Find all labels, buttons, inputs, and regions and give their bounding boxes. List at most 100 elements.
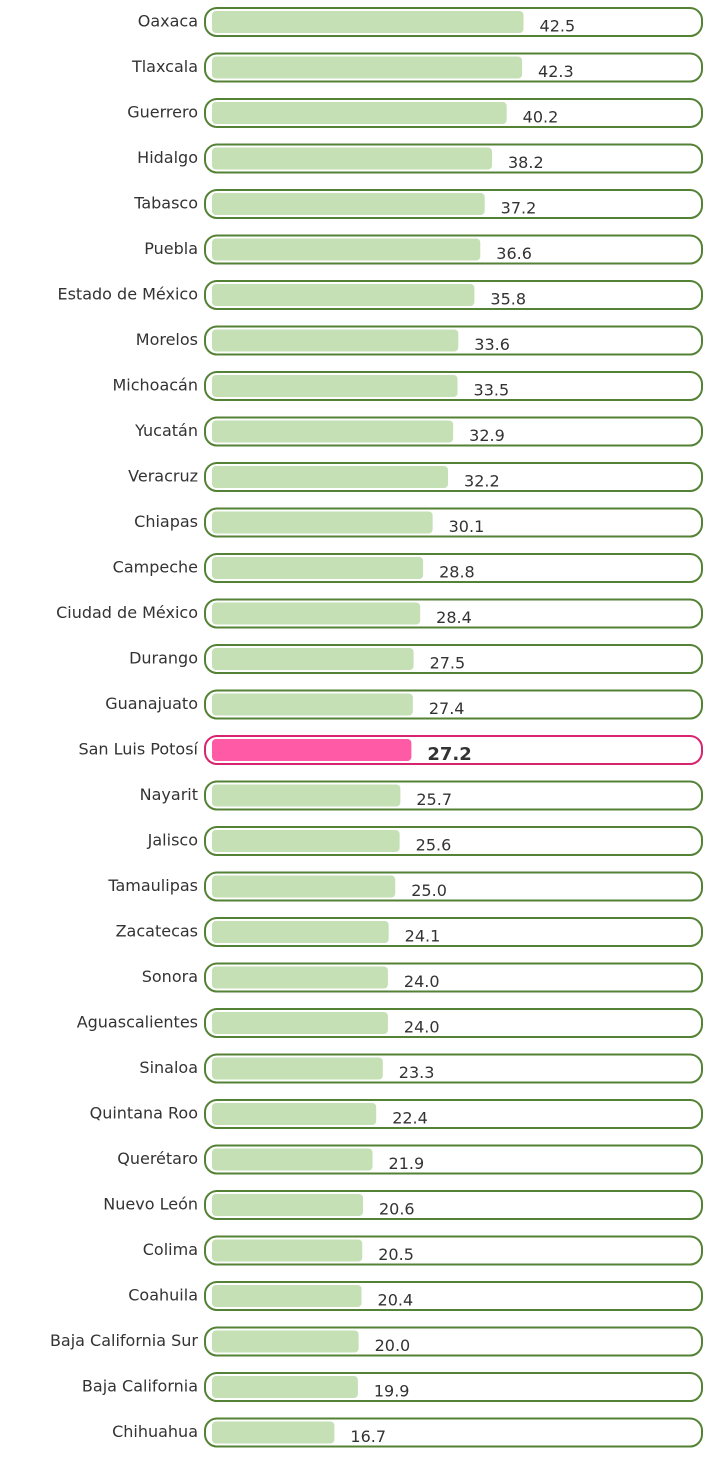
value-label: 42.3 — [538, 62, 574, 81]
bar — [212, 1057, 383, 1080]
value-label: 25.0 — [411, 881, 447, 900]
value-label: 36.6 — [496, 244, 532, 263]
bar-track — [204, 280, 703, 310]
category-label: Baja California Sur — [50, 1331, 198, 1350]
bar — [212, 1285, 362, 1307]
bar — [212, 648, 414, 670]
bar-track — [204, 52, 703, 83]
bar-track — [204, 826, 703, 856]
bar — [212, 56, 523, 79]
bar — [212, 830, 400, 852]
bar-track — [204, 462, 703, 492]
bar-track — [204, 598, 703, 629]
bar-track — [204, 962, 703, 993]
bar — [212, 875, 396, 898]
bar — [212, 1376, 358, 1398]
value-label: 32.2 — [464, 472, 500, 491]
bar — [212, 1330, 359, 1353]
bar — [212, 1103, 377, 1125]
category-label: Hidalgo — [137, 148, 198, 167]
value-label: 24.0 — [404, 972, 440, 991]
bar-track — [204, 644, 703, 674]
value-label: 22.4 — [392, 1109, 428, 1128]
value-label: 25.7 — [416, 790, 452, 809]
bar-track — [204, 917, 703, 947]
bar-track — [204, 1417, 703, 1448]
bar — [212, 238, 481, 261]
value-label: 33.6 — [474, 335, 510, 354]
value-label: 32.9 — [469, 426, 505, 445]
value-label: 21.9 — [389, 1154, 425, 1173]
category-label: Chihuahua — [112, 1422, 198, 1441]
bar-track — [204, 98, 703, 128]
category-label: Coahuila — [128, 1286, 198, 1305]
bar-track — [204, 1099, 703, 1129]
bar — [212, 11, 524, 33]
category-label: Jalisco — [147, 831, 198, 850]
bar-track — [204, 325, 703, 356]
bar — [212, 966, 388, 989]
bar — [212, 693, 413, 716]
category-label: Nuevo León — [103, 1195, 198, 1214]
category-label: Guerrero — [127, 103, 198, 122]
value-label: 20.4 — [378, 1291, 414, 1310]
bar-track — [204, 871, 703, 902]
bar-track — [204, 1053, 703, 1084]
bar-track — [204, 735, 703, 765]
bar — [212, 329, 459, 352]
category-label: Ciudad de México — [56, 603, 198, 622]
bar-track — [204, 780, 703, 811]
bar — [212, 511, 433, 534]
category-label: Sinaloa — [139, 1058, 198, 1077]
category-label: Campeche — [113, 558, 198, 577]
bar — [212, 102, 507, 124]
value-label: 27.5 — [430, 654, 466, 673]
bar — [212, 1194, 363, 1216]
category-label: Tlaxcala — [131, 57, 198, 76]
bar-track — [204, 143, 703, 174]
value-label: 27.2 — [427, 744, 471, 765]
category-label: Aguascalientes — [77, 1013, 198, 1032]
bar-track — [204, 1144, 703, 1175]
bar — [212, 375, 458, 397]
category-label: San Luis Potosí — [78, 740, 198, 759]
bar-track — [204, 234, 703, 265]
bar — [212, 602, 421, 625]
value-label: 24.0 — [404, 1018, 440, 1037]
category-label: Morelos — [136, 330, 198, 349]
bar — [212, 420, 454, 443]
category-label: Tabasco — [133, 194, 198, 213]
bar-track — [204, 7, 703, 37]
bar-track — [204, 1372, 703, 1402]
category-label: Yucatán — [134, 421, 198, 440]
category-label: Chiapas — [134, 512, 198, 531]
value-label: 19.9 — [374, 1382, 410, 1401]
value-label: 24.1 — [405, 927, 441, 946]
bar-track — [204, 553, 703, 583]
value-label: 25.6 — [416, 836, 452, 855]
bar-track — [204, 1235, 703, 1266]
category-label: Puebla — [144, 239, 198, 258]
bar-track — [204, 1008, 703, 1038]
bar — [212, 1239, 363, 1262]
value-label: 20.0 — [375, 1336, 411, 1355]
value-label: 20.6 — [379, 1200, 415, 1219]
bar — [212, 147, 493, 170]
category-label: Veracruz — [128, 467, 198, 486]
category-label: Guanajuato — [105, 694, 198, 713]
bar — [212, 1421, 335, 1444]
value-label: 27.4 — [429, 699, 465, 718]
bar — [212, 193, 485, 215]
value-label: 35.8 — [490, 290, 526, 309]
category-label: Michoacán — [112, 376, 198, 395]
bar — [212, 284, 475, 306]
category-label: Sonora — [142, 967, 198, 986]
bar — [212, 1012, 388, 1034]
category-label: Durango — [129, 649, 198, 668]
category-label: Estado de México — [57, 285, 198, 304]
bar — [212, 557, 424, 579]
category-label: Baja California — [82, 1377, 198, 1396]
bar — [212, 921, 389, 943]
value-label: 30.1 — [449, 517, 485, 536]
